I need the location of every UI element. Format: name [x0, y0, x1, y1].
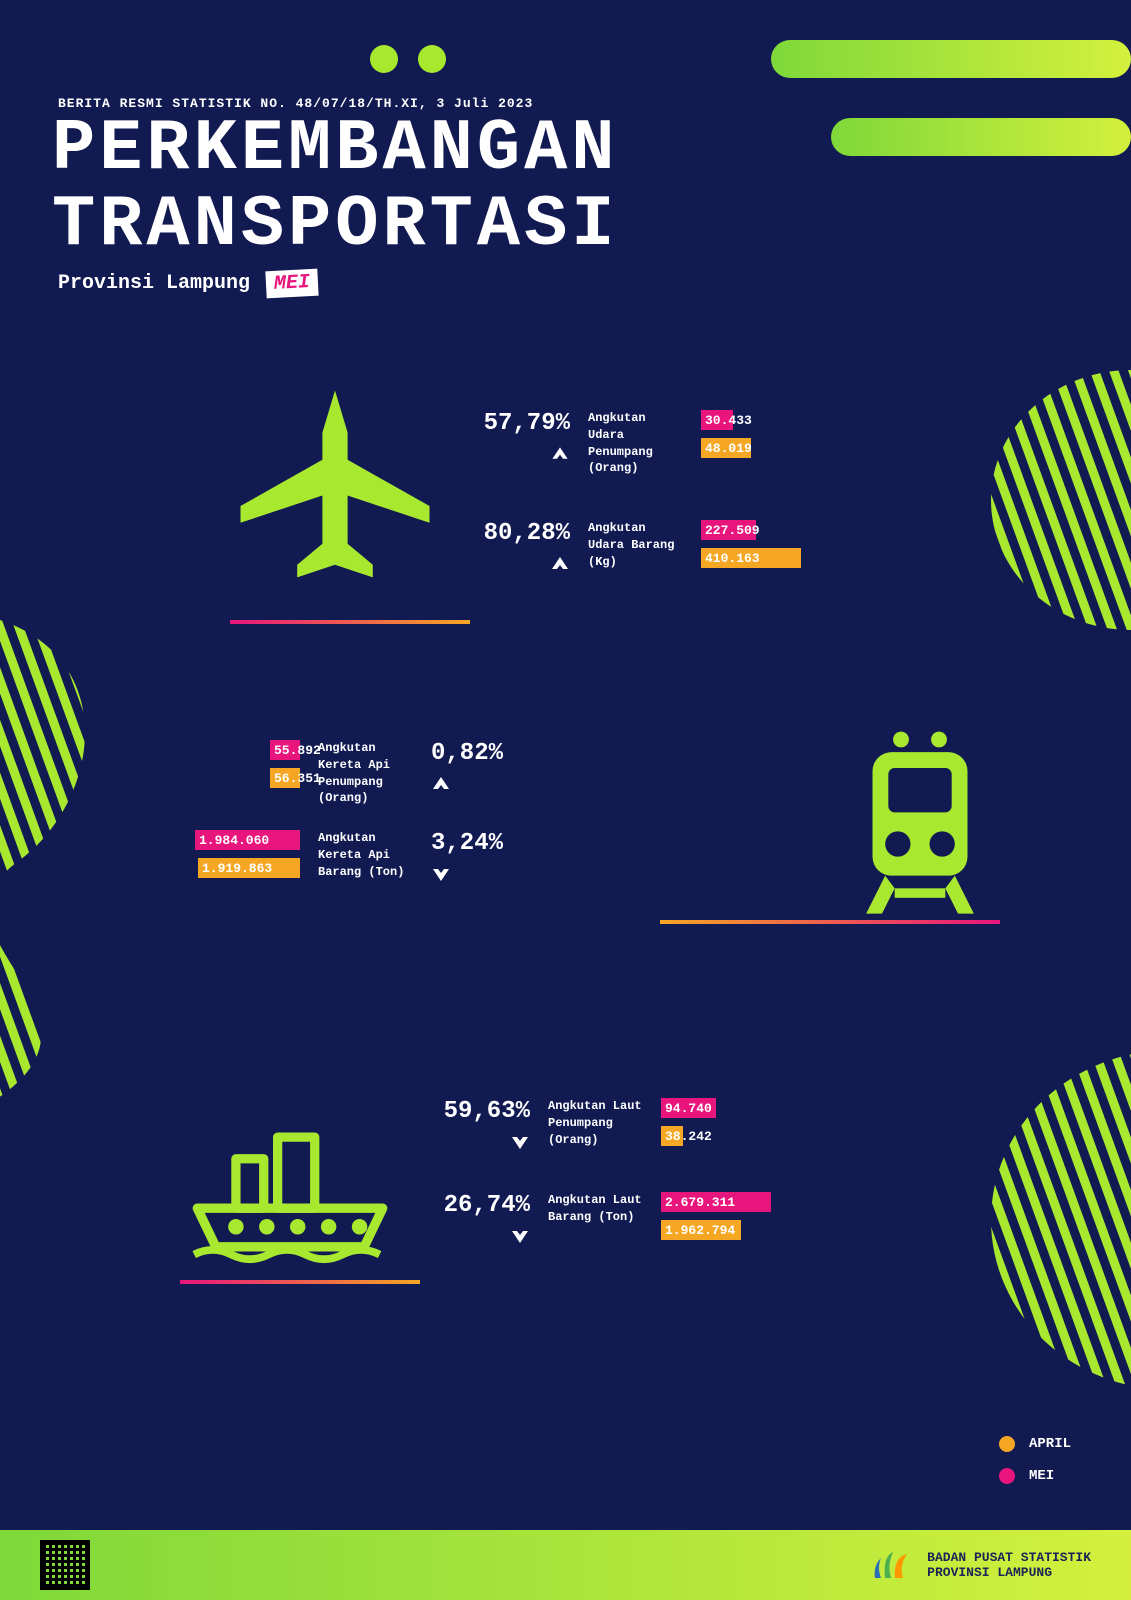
subtitle-prefix: Provinsi Lampung	[58, 272, 250, 295]
metric-bars: 30.433 48.019	[701, 410, 751, 458]
pct-value: 80,28%	[480, 520, 570, 547]
title-line1: PERKEMBANGAN	[52, 112, 618, 188]
metric-bars: 1.984.060 1.919.863	[195, 830, 300, 878]
metric-air-cargo: 80,28% Angkutan Udara Barang (Kg) 227.50…	[480, 520, 801, 578]
pct-value: 57,79%	[480, 410, 570, 437]
pill-icon	[831, 118, 1131, 156]
metric-ship-cargo: 26,74% Angkutan Laut Barang (Ton) 2.679.…	[440, 1192, 771, 1250]
stripe-blob-icon	[971, 1040, 1131, 1400]
metric-desc: Angkutan Udara Barang (Kg)	[588, 520, 683, 570]
metric-desc: Angkutan Udara Penumpang (Orang)	[588, 410, 683, 477]
pct-value: 26,74%	[440, 1192, 530, 1219]
header-pills	[771, 40, 1131, 196]
stripe-blob-icon	[0, 620, 180, 1140]
metric-bars: 55.892 56.351	[270, 740, 300, 788]
bps-logo-icon	[871, 1548, 915, 1582]
bar-label: 38.242	[665, 1129, 712, 1144]
arrow-up-icon	[480, 445, 570, 468]
arrow-up-icon	[431, 775, 521, 798]
arrow-down-icon	[440, 1133, 530, 1156]
train-icon	[840, 730, 1000, 920]
title-line2: TRANSPORTASI	[52, 188, 618, 264]
legend-dot-icon	[999, 1468, 1015, 1484]
bar-label: 55.892	[274, 743, 321, 758]
legend-item-mei: MEI	[999, 1468, 1071, 1484]
metric-air-passengers: 57,79% Angkutan Udara Penumpang (Orang) …	[480, 410, 751, 477]
bar-mei: 1.919.863	[198, 858, 300, 878]
gradient-line	[230, 620, 470, 624]
legend-label: APRIL	[1029, 1436, 1071, 1452]
bar-mei: 410.163	[701, 548, 801, 568]
bar-april: 227.509	[701, 520, 756, 540]
metric-train-cargo: 1.984.060 1.919.863 Angkutan Kereta Api …	[195, 830, 521, 888]
gradient-line	[180, 1280, 420, 1284]
pct-value: 59,63%	[440, 1098, 530, 1125]
bar-mei: 1.962.794	[661, 1220, 741, 1240]
arrow-up-icon	[480, 555, 570, 578]
bar-label: 1.962.794	[665, 1223, 735, 1238]
footer-org: BADAN PUSAT STATISTIK PROVINSI LAMPUNG	[871, 1548, 1091, 1582]
bar-mei: 38.242	[661, 1126, 683, 1146]
footer: BADAN PUSAT STATISTIK PROVINSI LAMPUNG	[0, 1530, 1131, 1600]
legend-item-april: APRIL	[999, 1436, 1071, 1452]
pill-icon	[771, 40, 1131, 78]
gradient-line	[660, 920, 1000, 924]
bar-april: 30.433	[701, 410, 733, 430]
stripe-blob-icon	[971, 360, 1131, 640]
bar-april: 1.984.060	[195, 830, 300, 850]
org-line1: BADAN PUSAT STATISTIK	[927, 1550, 1091, 1565]
pct-value: 3,24%	[431, 830, 521, 857]
metric-desc: Angkutan Laut Penumpang (Orang)	[548, 1098, 643, 1148]
dot-icon	[370, 45, 398, 73]
arrow-down-icon	[440, 1227, 530, 1250]
bar-label: 2.679.311	[665, 1195, 735, 1210]
qr-code-icon	[40, 1540, 90, 1590]
metric-desc: Angkutan Kereta Api Barang (Ton)	[318, 830, 413, 880]
metric-bars: 2.679.311 1.962.794	[661, 1192, 771, 1240]
metric-ship-passengers: 59,63% Angkutan Laut Penumpang (Orang) 9…	[440, 1098, 716, 1156]
bar-label: 410.163	[705, 551, 760, 566]
bar-mei: 48.019	[701, 438, 751, 458]
pct-value: 0,82%	[431, 740, 521, 767]
legend-dot-icon	[999, 1436, 1015, 1452]
bar-april: 2.679.311	[661, 1192, 771, 1212]
bar-label: 94.740	[665, 1101, 712, 1116]
metric-bars: 94.740 38.242	[661, 1098, 716, 1146]
bar-label: 30.433	[705, 413, 752, 428]
metric-train-passengers: 55.892 56.351 Angkutan Kereta Api Penump…	[270, 740, 521, 807]
plane-icon	[230, 380, 440, 590]
bar-april: 94.740	[661, 1098, 716, 1118]
metric-bars: 227.509 410.163	[701, 520, 801, 568]
page-title: PERKEMBANGAN TRANSPORTASI	[52, 112, 618, 263]
bar-label: 48.019	[705, 441, 752, 456]
bar-label: 1.984.060	[199, 833, 269, 848]
bar-label: 56.351	[274, 771, 321, 786]
bar-mei: 56.351	[270, 768, 300, 788]
legend-label: MEI	[1029, 1468, 1054, 1484]
ship-icon	[180, 1100, 400, 1270]
bar-label: 227.509	[705, 523, 760, 538]
org-line2: PROVINSI LAMPUNG	[927, 1565, 1091, 1580]
metric-desc: Angkutan Laut Barang (Ton)	[548, 1192, 643, 1226]
subtitle: Provinsi Lampung MEI	[58, 270, 318, 297]
bar-april: 55.892	[270, 740, 300, 760]
arrow-down-icon	[431, 865, 521, 888]
subtitle-tag: MEI	[265, 269, 318, 299]
dot-icon	[418, 45, 446, 73]
header-dots	[370, 45, 446, 73]
bar-label: 1.919.863	[202, 861, 272, 876]
metric-desc: Angkutan Kereta Api Penumpang (Orang)	[318, 740, 413, 807]
legend: APRIL MEI	[999, 1436, 1071, 1500]
